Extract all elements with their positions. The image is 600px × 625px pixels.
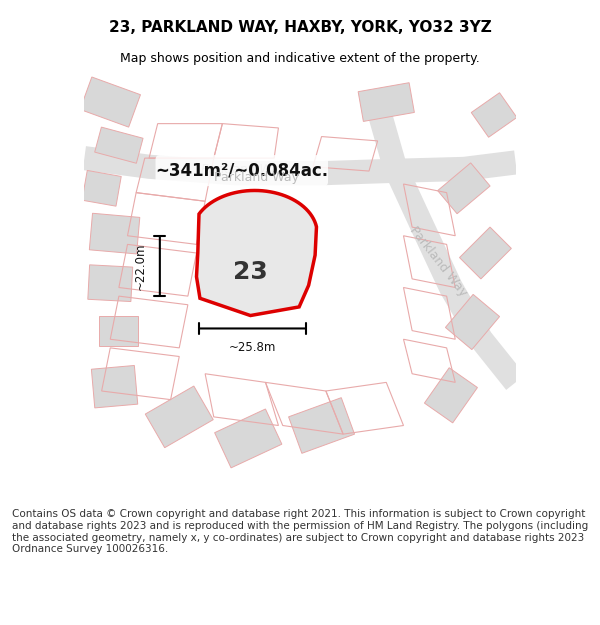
Bar [445, 294, 500, 349]
Bar [80, 77, 140, 127]
Text: 23: 23 [233, 261, 268, 284]
Bar [424, 368, 478, 423]
FancyBboxPatch shape [155, 155, 328, 186]
Bar [358, 82, 415, 121]
Bar [289, 398, 355, 453]
Bar [100, 316, 138, 346]
Bar [95, 127, 143, 163]
Polygon shape [83, 146, 517, 185]
Text: Parkland Way: Parkland Way [214, 171, 299, 184]
Bar [91, 366, 138, 408]
Polygon shape [366, 103, 525, 390]
Text: Map shows position and indicative extent of the property.: Map shows position and indicative extent… [120, 52, 480, 65]
Text: Parkland Way: Parkland Way [202, 163, 287, 176]
Bar [460, 227, 511, 279]
Bar [437, 163, 490, 214]
Text: ~341m²/~0.084ac.: ~341m²/~0.084ac. [155, 161, 328, 179]
Text: ~25.8m: ~25.8m [229, 341, 276, 354]
Bar [215, 409, 282, 468]
Bar [145, 386, 213, 448]
Text: Parkland Way: Parkland Way [407, 224, 469, 299]
Text: ~22.0m: ~22.0m [134, 242, 147, 290]
Text: Contains OS data © Crown copyright and database right 2021. This information is : Contains OS data © Crown copyright and d… [12, 509, 588, 554]
Polygon shape [197, 191, 316, 316]
Text: 23, PARKLAND WAY, HAXBY, YORK, YO32 3YZ: 23, PARKLAND WAY, HAXBY, YORK, YO32 3YZ [109, 20, 491, 35]
Bar [89, 213, 140, 254]
Bar [88, 265, 133, 301]
Bar [471, 92, 517, 138]
Bar [82, 171, 121, 206]
